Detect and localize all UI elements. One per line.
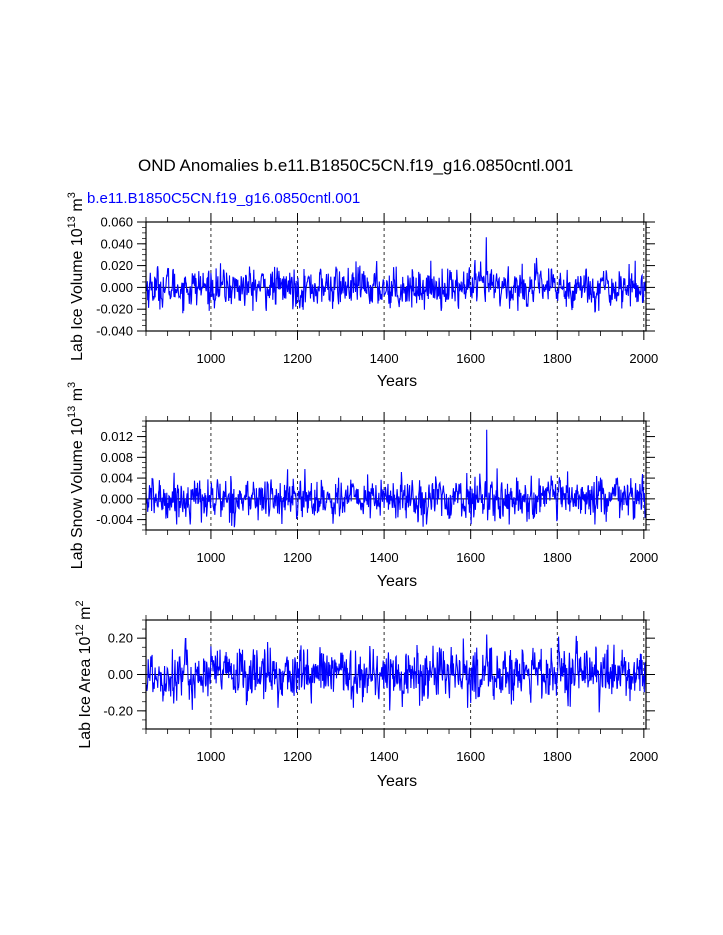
case-label: b.e11.B1850C5CN.f19_g16.0850cntl.001 (87, 190, 361, 207)
xtick-label: 1400 (370, 351, 399, 366)
xtick-label: 1800 (543, 749, 572, 764)
y-axis-label: Lab Ice Area 1012 m2 (74, 600, 94, 748)
x-axis-label: Years (377, 773, 417, 790)
xtick-label: 1000 (196, 351, 225, 366)
xtick-label: 2000 (629, 749, 658, 764)
xtick-label: 1000 (196, 749, 225, 764)
x-axis-label: Years (377, 573, 417, 590)
xtick-label: 1600 (456, 351, 485, 366)
xtick-label: 1600 (456, 749, 485, 764)
y-axis-label: Lab Snow Volume 1013 m3 (66, 382, 86, 569)
series-line (145, 634, 647, 713)
xtick-label: 1000 (196, 550, 225, 565)
xtick-label: 2000 (629, 351, 658, 366)
xtick-label: 1800 (543, 351, 572, 366)
ytick-label: 0.008 (100, 450, 133, 465)
figure-title: OND Anomalies b.e11.B1850C5CN.f19_g16.08… (138, 156, 574, 175)
ytick-label: 0.012 (100, 429, 133, 444)
xtick-label: 1200 (283, 550, 312, 565)
ytick-label: 0.000 (100, 280, 133, 295)
xtick-label: 1800 (543, 550, 572, 565)
ytick-label: 0.00 (108, 667, 133, 682)
ytick-label: 0.000 (100, 491, 133, 506)
x-axis-label: Years (377, 373, 417, 390)
ytick-label: 0.004 (100, 471, 133, 486)
xtick-label: 1600 (456, 550, 485, 565)
ytick-label: 0.020 (100, 258, 133, 273)
ytick-label: -0.020 (96, 302, 133, 317)
series-line (145, 237, 647, 314)
ytick-label: 0.060 (100, 215, 133, 230)
ytick-label: -0.20 (103, 703, 133, 718)
xtick-label: 2000 (629, 550, 658, 565)
y-axis-label: Lab Ice Volume 1013 m3 (66, 192, 86, 361)
ytick-label: 0.040 (100, 236, 133, 251)
panel-1: 1000 1200 1400 1600 1800 2000 -0.040 -0.020 0.00… (66, 192, 658, 390)
series-line (145, 429, 647, 528)
xtick-label: 1200 (283, 749, 312, 764)
xtick-label: 1400 (370, 749, 399, 764)
xtick-label: 1200 (283, 351, 312, 366)
panel-2: 1000 1200 1400 1600 1800 2000 -0.004 0.000 0.004… (66, 382, 658, 590)
xtick-label: 1400 (370, 550, 399, 565)
panel-3: 1000 1200 1400 1600 1800 2000 -0.20 0.00 0.20 Yea… (74, 600, 658, 790)
ytick-label: -0.004 (96, 512, 133, 527)
ytick-label: 0.20 (108, 631, 133, 646)
plot-frame (145, 420, 647, 531)
ytick-label: -0.040 (96, 324, 133, 339)
